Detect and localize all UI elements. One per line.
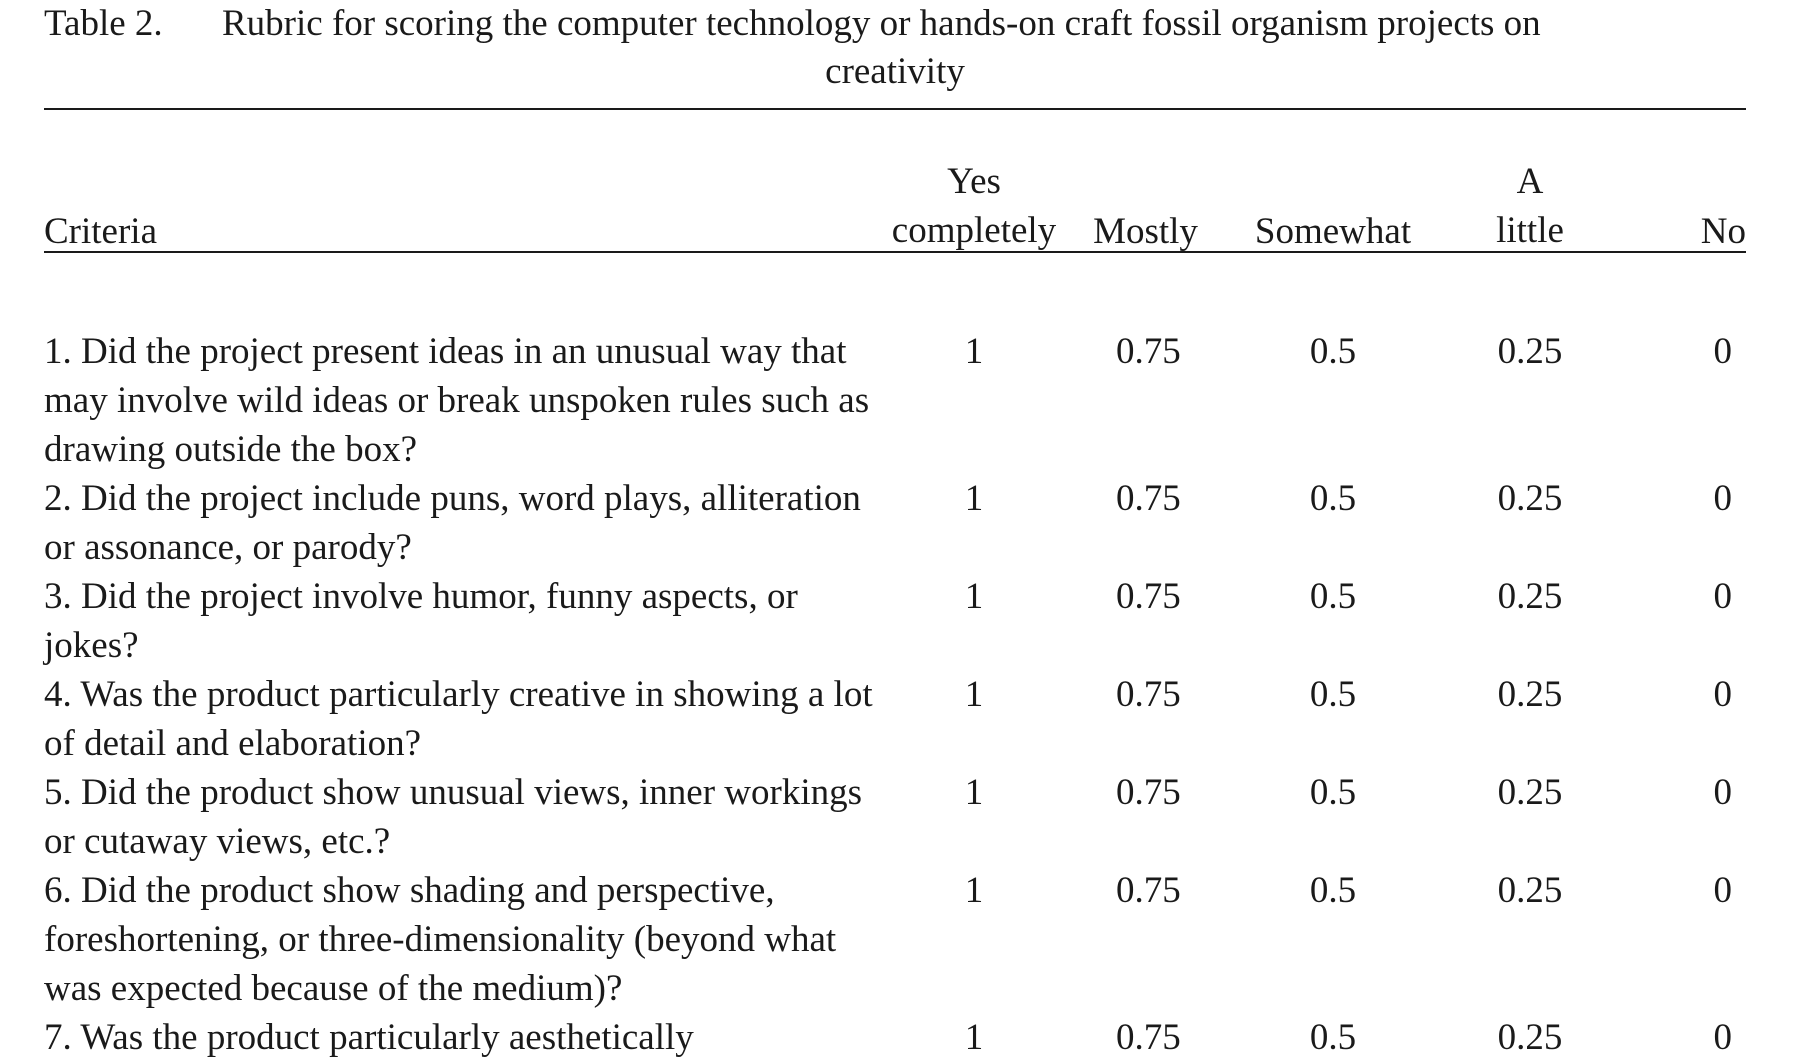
score-a-little: 0.25 — [1497, 772, 1563, 813]
caption-label: Table 2. — [44, 3, 163, 44]
score-no: 0 — [1713, 576, 1733, 617]
score-a-little: 0.25 — [1497, 1017, 1563, 1058]
score-a-little: 0.25 — [1497, 674, 1563, 715]
score-somewhat: 0.5 — [1309, 674, 1357, 715]
header-yes-line1: Yes — [947, 160, 1001, 202]
row-criteria: 3. Did the project involve humor, funny … — [44, 576, 798, 666]
row-criteria: 5. Did the product show unusual views, i… — [44, 772, 863, 862]
row-criteria: 6. Did the product show shading and pers… — [44, 870, 837, 1009]
score-no: 0 — [1713, 478, 1733, 519]
score-a-little: 0.25 — [1497, 331, 1563, 372]
header-somewhat: Somewhat — [1254, 211, 1412, 252]
rubric-table: Criteria Yes completely Mostly Somewhat … — [44, 108, 1746, 1062]
score-somewhat: 0.5 — [1309, 478, 1357, 519]
score-yes-completely: 1 — [964, 870, 984, 911]
score-yes-completely: 1 — [964, 1017, 984, 1058]
score-no: 0 — [1713, 674, 1733, 715]
score-mostly: 0.75 — [1116, 1017, 1181, 1058]
table-row: 6. Did the product show shading and pers… — [44, 866, 1746, 1013]
header-yes-line2: completely — [891, 209, 1057, 251]
document: Table 2. Rubric for scoring the computer… — [44, 0, 1746, 1058]
header-criteria: Criteria — [44, 211, 158, 252]
table-top-rule — [44, 108, 1746, 110]
score-a-little: 0.25 — [1497, 870, 1563, 911]
header-yes-completely: Yes completely — [879, 108, 1069, 303]
table-row: 3. Did the project involve humor, funny … — [44, 572, 1746, 670]
score-somewhat: 0.5 — [1309, 870, 1357, 911]
table-header-row: Criteria Yes completely Mostly Somewhat … — [44, 108, 1746, 303]
row-criteria: 2. Did the project include puns, word pl… — [44, 478, 861, 568]
table-row: 2. Did the project include puns, word pl… — [44, 474, 1746, 572]
table-row: 5. Did the product show unusual views, i… — [44, 768, 1746, 866]
score-somewhat: 0.5 — [1309, 772, 1357, 813]
score-no: 0 — [1713, 331, 1733, 372]
header-little-line2: little — [1496, 209, 1564, 251]
table-row: 1. Did the project present ideas in an u… — [44, 303, 1746, 474]
header-a-little: A little — [1444, 108, 1616, 303]
caption-title: Rubric for scoring the computer technolo… — [222, 3, 1541, 44]
row-criteria: 7. Was the product particularly aestheti… — [44, 1017, 694, 1058]
caption-line-1: Table 2. Rubric for scoring the computer… — [44, 0, 1746, 48]
score-somewhat: 0.5 — [1309, 331, 1357, 372]
score-mostly: 0.75 — [1116, 772, 1181, 813]
score-mostly: 0.75 — [1116, 478, 1181, 519]
caption-title-continued: creativity — [825, 51, 965, 92]
score-no: 0 — [1713, 772, 1733, 813]
score-yes-completely: 1 — [964, 478, 984, 519]
score-mostly: 0.75 — [1116, 331, 1181, 372]
score-somewhat: 0.5 — [1309, 576, 1357, 617]
score-no: 0 — [1713, 870, 1733, 911]
row-criteria: 1. Did the project present ideas in an u… — [44, 331, 870, 470]
score-mostly: 0.75 — [1116, 576, 1181, 617]
row-criteria: 4. Was the product particularly creative… — [44, 674, 873, 764]
score-yes-completely: 1 — [964, 772, 984, 813]
score-no: 0 — [1713, 1017, 1733, 1058]
table-caption: Table 2. Rubric for scoring the computer… — [44, 0, 1746, 96]
score-mostly: 0.75 — [1116, 674, 1181, 715]
table-row: 7. Was the product particularly aestheti… — [44, 1013, 1746, 1062]
header-no: No — [1700, 211, 1746, 252]
score-yes-completely: 1 — [964, 331, 984, 372]
score-mostly: 0.75 — [1116, 870, 1181, 911]
score-yes-completely: 1 — [964, 576, 984, 617]
header-little-line1: A — [1516, 160, 1544, 202]
score-a-little: 0.25 — [1497, 478, 1563, 519]
score-somewhat: 0.5 — [1309, 1017, 1357, 1058]
table-header-rule — [44, 251, 1746, 253]
table-row: 4. Was the product particularly creative… — [44, 670, 1746, 768]
header-mostly: Mostly — [1093, 211, 1198, 252]
score-a-little: 0.25 — [1497, 576, 1563, 617]
score-yes-completely: 1 — [964, 674, 984, 715]
